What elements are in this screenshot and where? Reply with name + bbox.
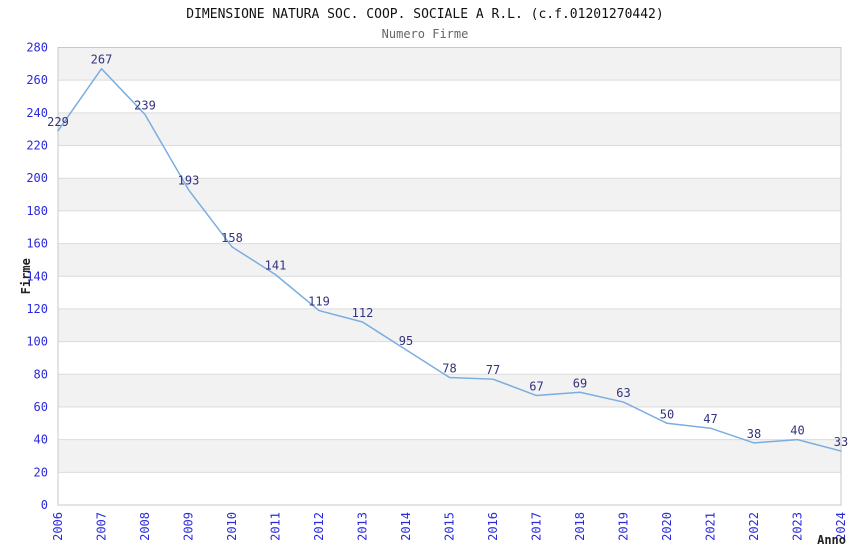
y-tick-label: 160 <box>26 237 48 251</box>
y-tick-label: 180 <box>26 204 48 218</box>
y-tick-label: 100 <box>26 335 48 349</box>
point-label: 69 <box>573 376 587 390</box>
y-tick-label: 200 <box>26 171 48 185</box>
y-tick-label: 220 <box>26 139 48 153</box>
point-label: 78 <box>442 362 456 376</box>
plot-band <box>58 112 841 146</box>
point-label: 50 <box>660 407 674 421</box>
y-tick-label: 20 <box>34 465 48 479</box>
point-label: 38 <box>747 427 761 441</box>
x-tick-label: 2022 <box>747 512 761 541</box>
x-tick-label: 2020 <box>660 512 674 541</box>
x-tick-label: 2008 <box>138 512 152 541</box>
y-tick-label: 60 <box>34 400 48 414</box>
point-label: 47 <box>703 412 717 426</box>
point-label: 67 <box>529 380 543 394</box>
y-tick-label: 120 <box>26 302 48 316</box>
plot-band <box>58 374 841 407</box>
x-tick-label: 2009 <box>182 512 196 541</box>
y-tick-label: 240 <box>26 106 48 120</box>
x-tick-label: 2015 <box>443 512 457 541</box>
x-tick-label: 2014 <box>399 512 413 541</box>
plot-band <box>58 308 841 342</box>
y-tick-label: 140 <box>26 269 48 283</box>
x-tick-label: 2007 <box>95 512 109 541</box>
chart-title: DIMENSIONE NATURA SOC. COOP. SOCIALE A R… <box>186 7 664 22</box>
point-label: 141 <box>265 259 287 273</box>
point-label: 63 <box>616 386 630 400</box>
point-label: 33 <box>834 435 848 449</box>
x-tick-label: 2017 <box>530 512 544 541</box>
plot-border <box>57 47 842 506</box>
y-tick-label: 40 <box>34 433 48 447</box>
point-label: 193 <box>178 174 200 188</box>
point-label: 119 <box>308 295 330 309</box>
plot-band <box>58 47 841 81</box>
x-tick-label: 2021 <box>704 512 718 541</box>
plot-band <box>58 439 841 473</box>
x-axis-title: Anno <box>817 533 846 547</box>
point-label: 77 <box>486 363 500 377</box>
x-tick-label: 2010 <box>225 512 239 541</box>
point-label: 229 <box>47 115 69 129</box>
point-label: 40 <box>790 424 804 438</box>
x-tick-label: 2013 <box>356 512 370 541</box>
x-tick-label: 2011 <box>269 512 283 541</box>
x-tick-label: 2012 <box>312 512 326 541</box>
y-tick-label: 80 <box>34 367 48 381</box>
point-label: 158 <box>221 231 243 245</box>
plot-band <box>58 178 841 211</box>
y-tick-label: 280 <box>26 41 48 55</box>
y-axis-title: Firme <box>19 258 33 294</box>
y-tick-label: 260 <box>26 73 48 87</box>
point-label: 267 <box>91 53 113 67</box>
x-tick-label: 2024 <box>834 512 848 541</box>
y-tick-label: 0 <box>41 498 48 512</box>
point-label: 112 <box>352 306 374 320</box>
plot-band <box>58 243 841 277</box>
series-line <box>57 67 842 452</box>
x-tick-label: 2016 <box>486 512 500 541</box>
chart-subtitle: Numero Firme <box>381 27 469 41</box>
point-label: 95 <box>399 334 413 348</box>
x-tick-label: 2023 <box>791 512 805 541</box>
x-tick-label: 2006 <box>51 512 65 541</box>
x-tick-label: 2018 <box>573 512 587 541</box>
x-tick-label: 2019 <box>617 512 631 541</box>
point-label: 239 <box>134 98 156 112</box>
